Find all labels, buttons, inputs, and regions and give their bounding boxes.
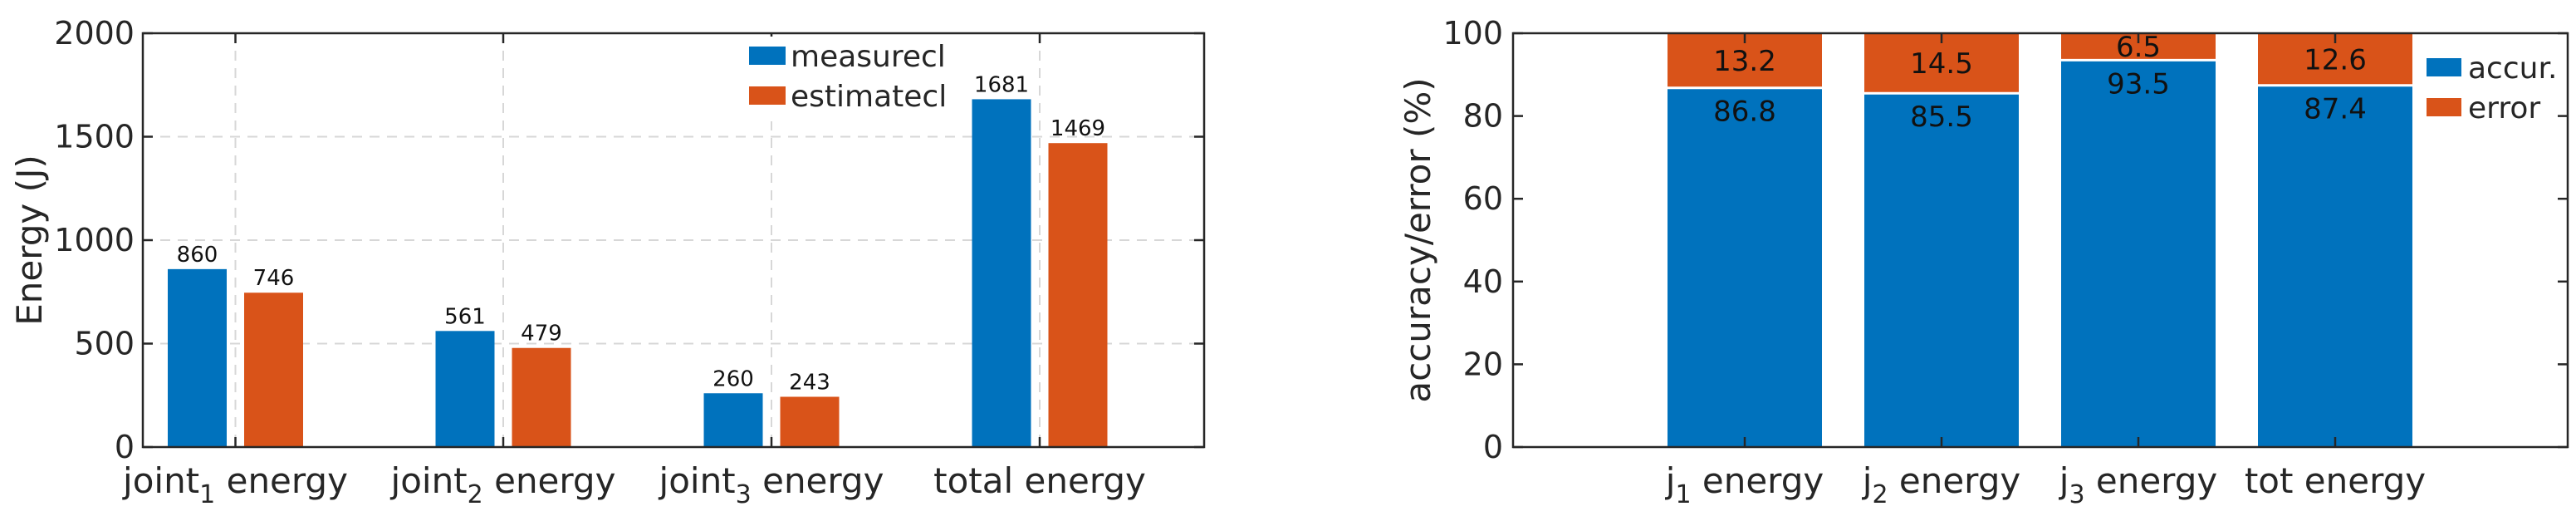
y-tick-label: 2000 bbox=[54, 15, 135, 52]
y-axis-label: accuracy/error (%) bbox=[1398, 77, 1438, 402]
bar-estimated-2 bbox=[512, 347, 571, 447]
y-tick-label: 0 bbox=[115, 429, 135, 465]
data-label-measured-1: 860 bbox=[177, 243, 218, 268]
accuracy-error-chart: 86.813.285.514.593.56.587.412.6 02040608… bbox=[1398, 15, 2569, 509]
data-label-estimated-2: 479 bbox=[521, 322, 562, 347]
bar-accuracy-1 bbox=[1668, 87, 1822, 448]
y-tick-label: 40 bbox=[1463, 263, 1503, 300]
data-label-accuracy-1: 86.8 bbox=[1713, 96, 1776, 129]
legend-label-error: error bbox=[2468, 91, 2540, 125]
data-label-measured-3: 260 bbox=[713, 366, 754, 391]
x-tick-label-1: j1 energy bbox=[1665, 460, 1824, 509]
legend-label-estimated: estimatecl bbox=[791, 80, 947, 114]
legend-swatch-accur bbox=[2427, 58, 2461, 76]
data-label-error-1: 13.2 bbox=[1713, 45, 1776, 78]
x-tick-label-1: joint1 energy bbox=[122, 460, 348, 509]
legend-swatch-estimated bbox=[749, 86, 786, 105]
bar-measured-2 bbox=[435, 331, 495, 447]
bar-measured-1 bbox=[168, 268, 227, 447]
legend-label-accur: accur. bbox=[2468, 52, 2557, 86]
data-label-error-2: 14.5 bbox=[1910, 47, 1973, 81]
legend-swatch-measured bbox=[749, 47, 786, 65]
x-tick-label-3: joint3 energy bbox=[659, 460, 884, 509]
x-tick-label-4: tot energy bbox=[2245, 460, 2426, 501]
legend: measurecl estimatecl bbox=[742, 37, 947, 121]
bar-estimated-3 bbox=[780, 396, 840, 447]
y-tick-label: 0 bbox=[1483, 429, 1503, 465]
legend: accur. error bbox=[2427, 52, 2557, 125]
data-label-measured-2: 561 bbox=[444, 304, 486, 329]
y-tick-label: 100 bbox=[1442, 15, 1503, 52]
bar-accuracy-4 bbox=[2258, 85, 2412, 448]
y-tick-label: 1000 bbox=[54, 222, 135, 258]
legend-label-measured: measurecl bbox=[791, 40, 946, 74]
x-tick-label-2: j2 energy bbox=[1862, 460, 2020, 509]
x-tick-label-2: joint2 energy bbox=[390, 460, 616, 509]
bar-measured-3 bbox=[703, 393, 763, 447]
data-label-accuracy-4: 87.4 bbox=[2304, 93, 2367, 126]
data-label-error-4: 12.6 bbox=[2304, 43, 2367, 76]
bar-accuracy-2 bbox=[1864, 93, 2019, 448]
bar-accuracy-3 bbox=[2061, 60, 2216, 448]
y-tick-label: 1500 bbox=[54, 119, 135, 155]
data-label-estimated-4: 1469 bbox=[1050, 116, 1105, 141]
y-tick-label: 60 bbox=[1463, 180, 1503, 217]
energy-bar-chart: 860 561 260 1681 746 479 243 1469 0 500 1000 1500 2… bbox=[9, 15, 1206, 509]
bar-error-2 bbox=[1864, 33, 2019, 94]
y-tick-label: 500 bbox=[74, 326, 135, 362]
bar-estimated-1 bbox=[244, 292, 303, 447]
x-tick-label-4: total energy bbox=[933, 460, 1146, 501]
data-label-accuracy-3: 93.5 bbox=[2107, 67, 2170, 101]
bar-measured-4 bbox=[972, 99, 1031, 447]
data-label-estimated-1: 746 bbox=[253, 266, 295, 291]
data-label-measured-4: 1681 bbox=[974, 72, 1029, 97]
y-axis-label: Energy (J) bbox=[9, 155, 50, 326]
bar-estimated-4 bbox=[1048, 143, 1108, 447]
x-tick-label-3: j3 energy bbox=[2059, 460, 2217, 509]
y-tick-label: 80 bbox=[1463, 98, 1503, 135]
y-tick-label: 20 bbox=[1463, 346, 1503, 382]
legend-swatch-error bbox=[2427, 98, 2461, 116]
data-label-estimated-3: 243 bbox=[789, 370, 830, 395]
data-label-accuracy-2: 85.5 bbox=[1910, 101, 1973, 134]
plot-frame bbox=[1511, 32, 2569, 449]
